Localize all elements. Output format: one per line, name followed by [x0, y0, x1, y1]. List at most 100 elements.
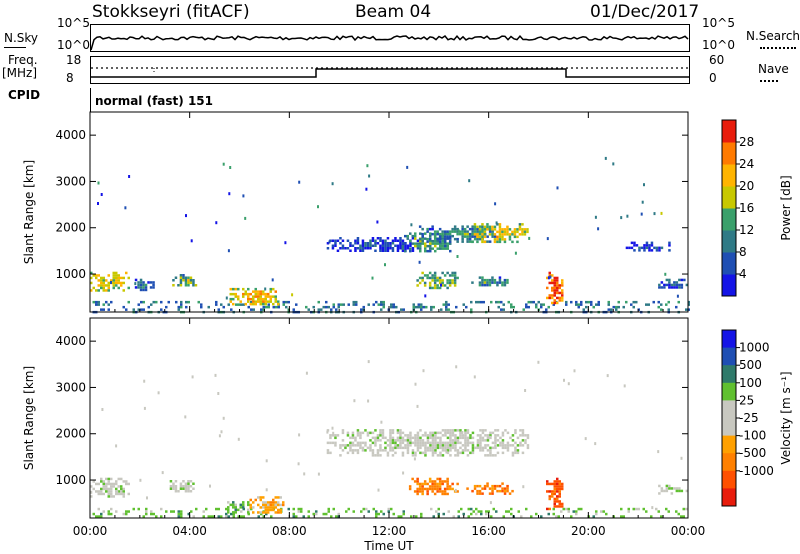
power-cell — [325, 300, 328, 304]
velocity-cell — [519, 434, 522, 437]
power-cell — [147, 281, 150, 284]
power-cell — [476, 233, 479, 236]
velocity-cell — [409, 436, 412, 440]
power-cell — [95, 300, 98, 304]
velocity-cell — [366, 446, 370, 450]
power-cell — [431, 274, 434, 277]
power-cell — [652, 300, 655, 304]
velocity-cell — [247, 511, 250, 514]
power-scatter-point — [418, 260, 421, 264]
power-cell — [590, 303, 593, 306]
power-cell — [235, 303, 238, 306]
velocity-cell — [556, 495, 559, 498]
power-cell — [488, 233, 492, 236]
velocity-cell — [448, 485, 452, 488]
velocity-cell — [414, 451, 417, 455]
velocity-cell — [416, 482, 419, 486]
power-cell — [426, 274, 429, 277]
power-cell — [179, 279, 183, 282]
power-cell — [647, 303, 650, 306]
power-cell — [344, 247, 347, 250]
velocity-cell — [272, 498, 275, 502]
velocity-cell — [511, 444, 515, 447]
power-cell — [264, 295, 267, 298]
velocity-cell — [506, 489, 509, 493]
power-cell — [194, 284, 198, 287]
power-cell — [443, 274, 447, 277]
power-cell — [232, 287, 235, 291]
power-cell — [498, 235, 502, 239]
power-cell — [356, 247, 360, 250]
velocity-colorbar-swatch — [722, 365, 736, 384]
velocity-cell — [439, 441, 442, 445]
velocity-cell — [356, 451, 360, 455]
velocity-cell — [557, 515, 560, 518]
power-cell — [185, 305, 188, 309]
velocity-cell — [382, 512, 385, 516]
power-cell — [523, 228, 527, 231]
power-cell — [481, 230, 484, 233]
power-cell — [406, 234, 409, 238]
velocity-cell — [257, 496, 260, 499]
velocity-cell — [553, 485, 556, 488]
power-scatter-point — [641, 200, 644, 204]
velocity-cell — [479, 444, 482, 447]
velocity-cell — [524, 439, 527, 442]
x-axis-label: Time UT — [363, 539, 414, 553]
power-cell — [110, 300, 113, 304]
velocity-cell — [102, 492, 105, 496]
power-cell — [234, 287, 237, 291]
power-cell — [643, 244, 646, 247]
power-cell — [409, 239, 412, 243]
velocity-cell — [389, 436, 392, 440]
velocity-cell — [344, 446, 347, 450]
velocity-cell — [479, 446, 482, 450]
power-colorbar-swatch — [722, 252, 736, 275]
velocity-cell — [330, 515, 333, 518]
velocity-region — [169, 480, 195, 493]
velocity-cell — [120, 487, 123, 491]
velocity-cell — [421, 444, 425, 447]
velocity-cell — [334, 441, 337, 445]
power-cell — [332, 303, 335, 306]
velocity-cell — [561, 485, 564, 488]
power-cell — [443, 237, 447, 241]
velocity-cell — [227, 501, 230, 504]
power-cell — [429, 239, 432, 243]
velocity-cell — [476, 492, 479, 495]
power-scatter-point — [660, 211, 663, 215]
velocity-cell — [122, 480, 125, 483]
velocity-region — [408, 477, 459, 496]
power-cell — [414, 232, 417, 235]
velocity-cell — [481, 439, 485, 442]
power-cell — [453, 274, 457, 277]
power-cell — [182, 279, 185, 282]
power-cell — [242, 303, 245, 306]
velocity-cell — [406, 439, 410, 442]
power-scatter-point — [376, 220, 379, 224]
velocity-cell — [217, 507, 220, 511]
velocity-cell — [364, 444, 367, 447]
power-cell — [404, 234, 407, 238]
velocity-cell — [322, 512, 325, 516]
velocity-cell — [230, 512, 233, 516]
velocity-cell — [436, 454, 440, 457]
velocity-cell — [484, 439, 487, 442]
power-cell — [643, 249, 646, 252]
power-cell — [423, 284, 427, 287]
power-scatter-point — [547, 276, 550, 280]
velocity-cell — [391, 446, 395, 450]
power-cell — [307, 308, 310, 311]
power-cell — [416, 247, 420, 250]
velocity-cell — [179, 485, 183, 488]
power-cell — [518, 225, 522, 229]
power-cell — [461, 240, 464, 243]
velocity-cell — [262, 496, 265, 499]
velocity-cell — [620, 515, 623, 518]
velocity-cell — [479, 429, 482, 432]
velocity-cell — [227, 506, 230, 509]
velocity-cell — [401, 441, 405, 445]
x-tick-label: 00:00 — [671, 524, 706, 538]
velocity-plot: 00:00 04:00 08:00 12:00 16:00 20:00 00:0010002… — [22, 317, 793, 538]
power-cell — [428, 227, 432, 231]
